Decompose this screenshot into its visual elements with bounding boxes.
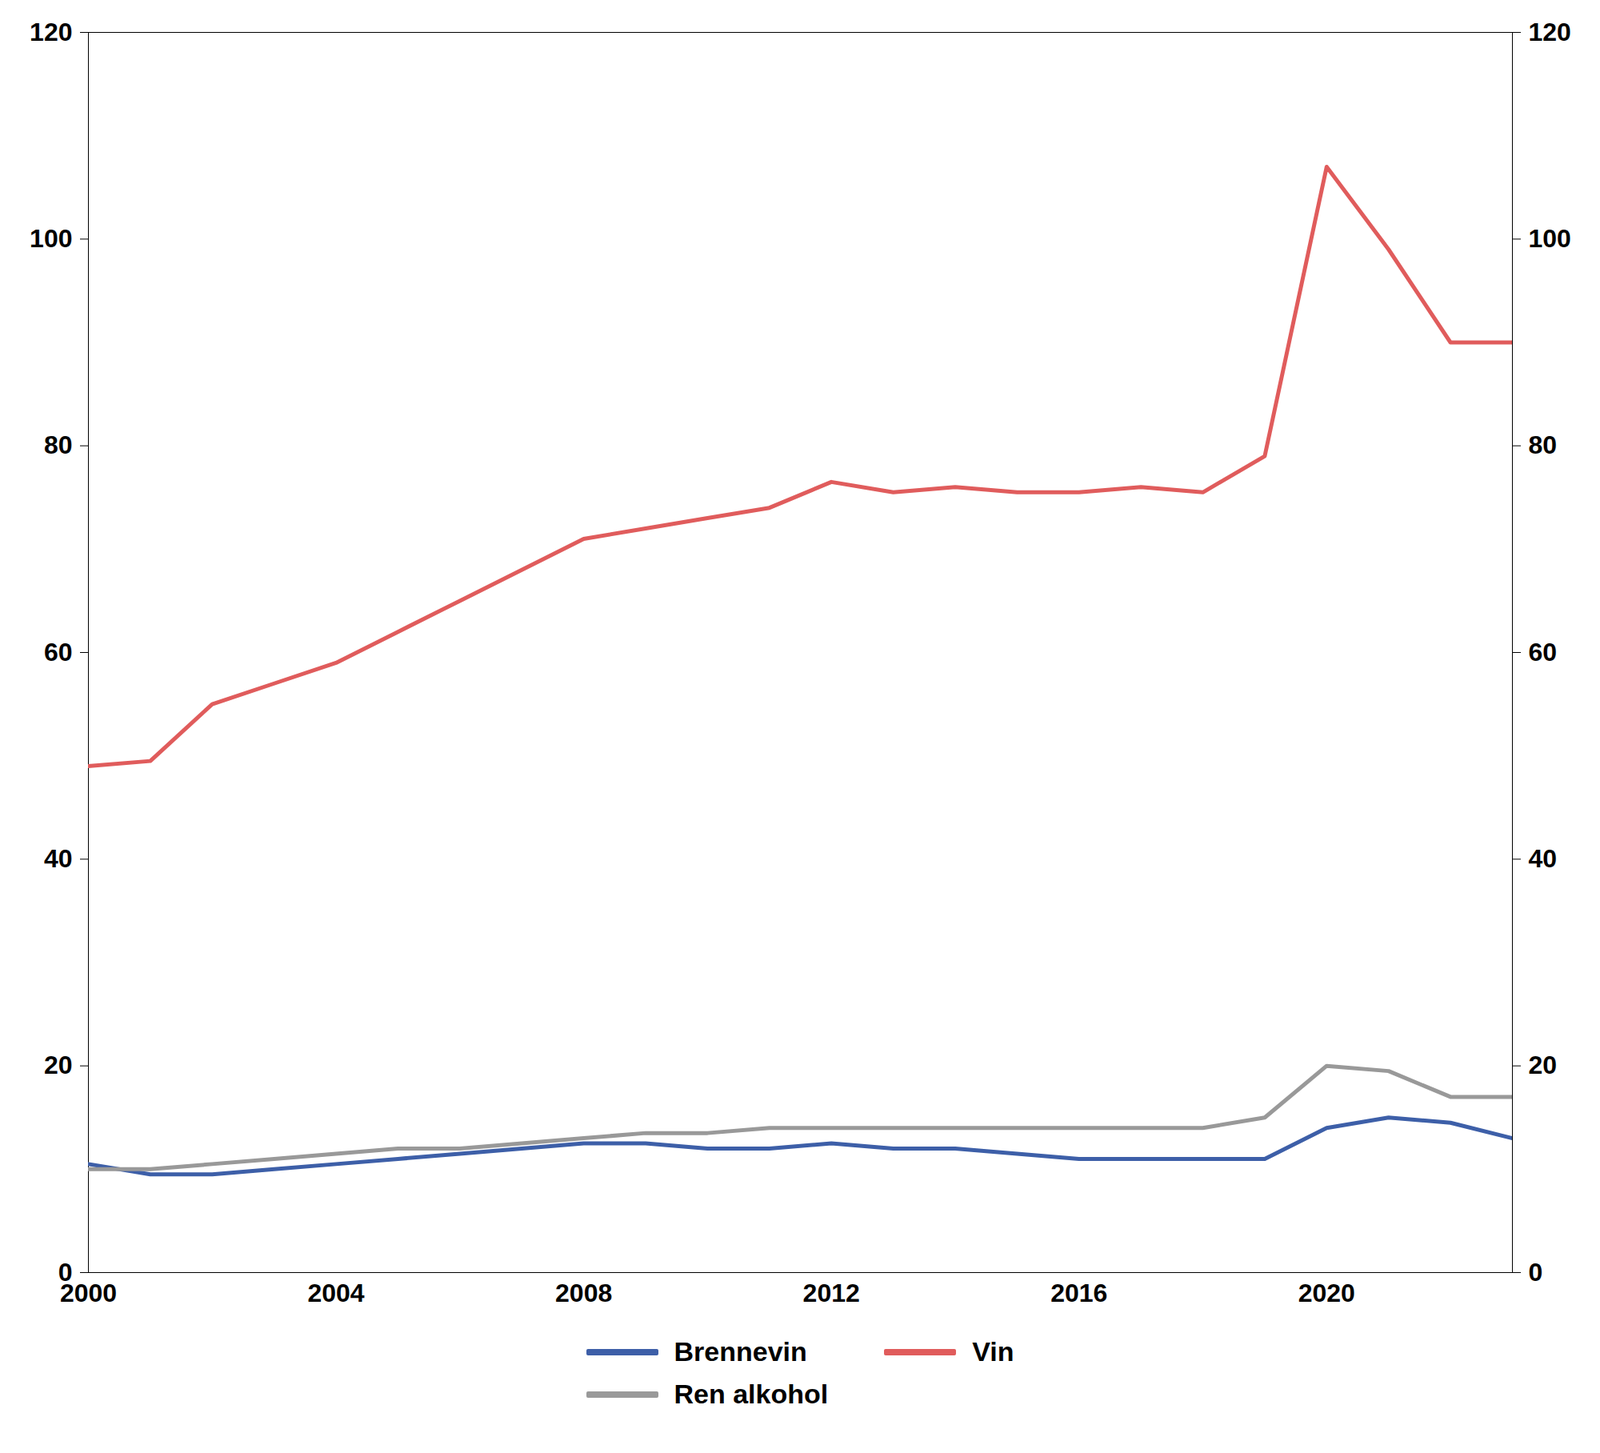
svg-text:2000: 2000 (59, 1278, 117, 1308)
svg-text:120: 120 (1528, 17, 1572, 47)
svg-text:2016: 2016 (1050, 1278, 1108, 1308)
svg-text:2020: 2020 (1298, 1278, 1356, 1308)
svg-text:120: 120 (29, 17, 72, 47)
svg-text:2008: 2008 (555, 1278, 612, 1308)
html-text:Ren alkohol: Ren alkohol (674, 1378, 829, 1409)
svg-text:100: 100 (1528, 224, 1572, 253)
svg-text:60: 60 (44, 637, 73, 667)
html-text:Brennevin: Brennevin (674, 1336, 808, 1367)
svg-text:0: 0 (58, 1257, 73, 1287)
svg-text:80: 80 (44, 430, 73, 460)
svg-text:60: 60 (1528, 637, 1558, 667)
svg-text:20: 20 (44, 1050, 73, 1080)
svg-text:100: 100 (29, 224, 72, 253)
svg-text:2012: 2012 (803, 1278, 860, 1308)
svg-text:80: 80 (1528, 430, 1558, 460)
svg-text:40: 40 (44, 844, 73, 873)
svg-text:2004: 2004 (307, 1278, 364, 1308)
html-text:Vin: Vin (972, 1336, 1014, 1367)
svg-text:20: 20 (1528, 1050, 1558, 1080)
svg-text:0: 0 (1528, 1257, 1544, 1287)
svg-text:40: 40 (1528, 844, 1558, 873)
